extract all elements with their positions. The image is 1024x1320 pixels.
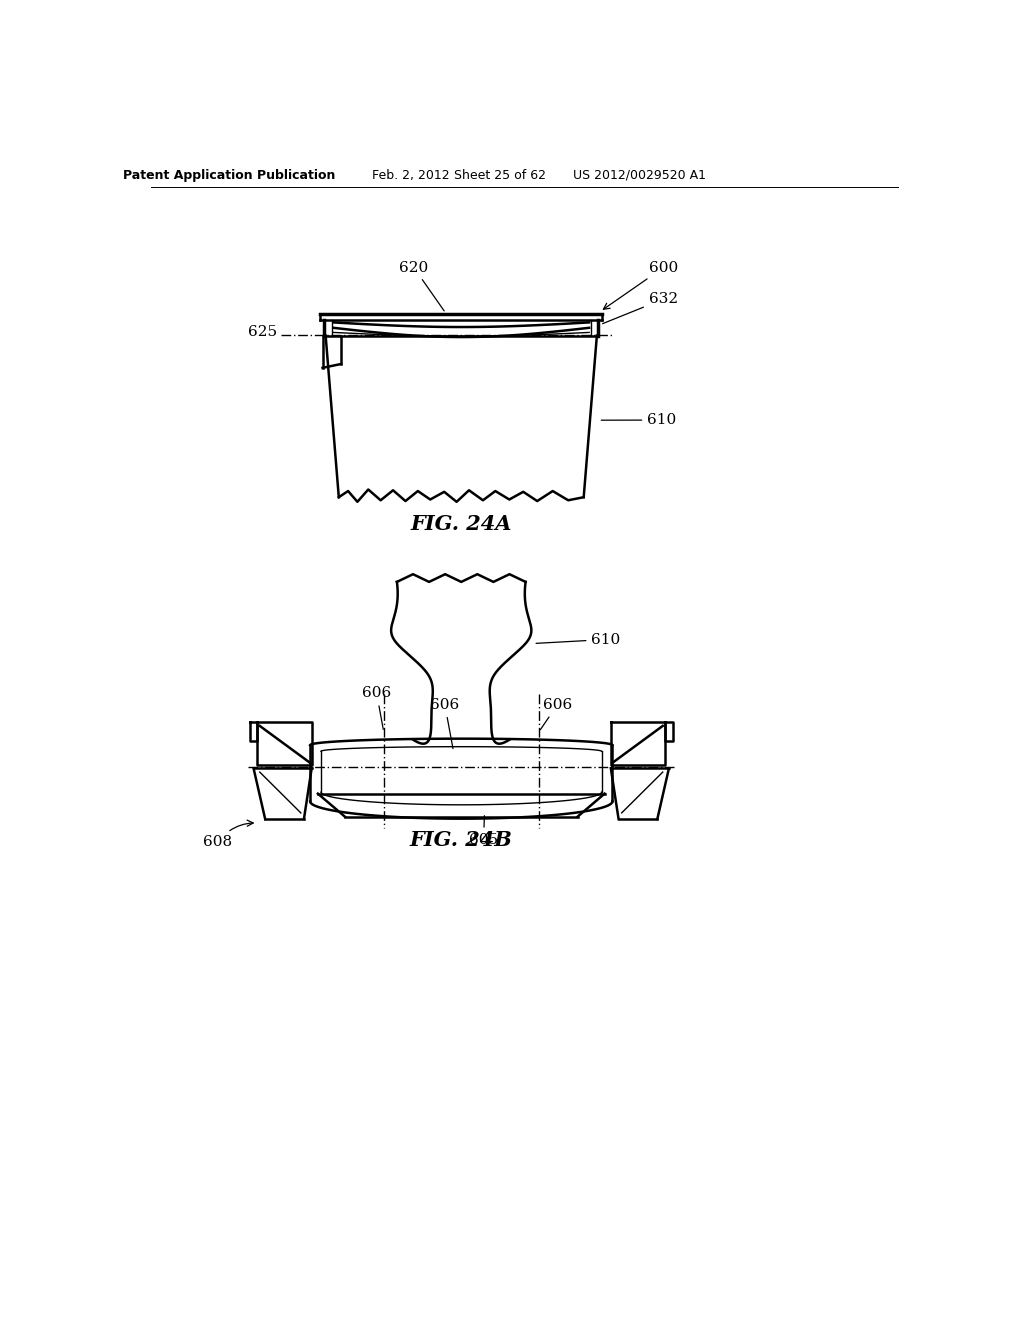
Text: FIG. 24B: FIG. 24B: [410, 830, 513, 850]
Text: 606: 606: [430, 698, 460, 748]
Text: 620: 620: [399, 260, 444, 312]
Text: FIG. 24A: FIG. 24A: [411, 515, 512, 535]
Text: 632: 632: [602, 292, 678, 323]
Text: 606: 606: [362, 686, 391, 730]
Text: 608: 608: [203, 820, 253, 849]
Text: Sheet 25 of 62: Sheet 25 of 62: [454, 169, 546, 182]
Text: 605: 605: [469, 816, 498, 846]
Text: 610: 610: [537, 632, 621, 647]
Text: 606: 606: [541, 698, 571, 730]
Text: 610: 610: [601, 413, 677, 428]
Text: US 2012/0029520 A1: US 2012/0029520 A1: [573, 169, 706, 182]
Text: 600: 600: [603, 260, 678, 309]
Text: Feb. 2, 2012: Feb. 2, 2012: [372, 169, 450, 182]
Text: 625: 625: [249, 325, 278, 339]
Text: Patent Application Publication: Patent Application Publication: [123, 169, 335, 182]
